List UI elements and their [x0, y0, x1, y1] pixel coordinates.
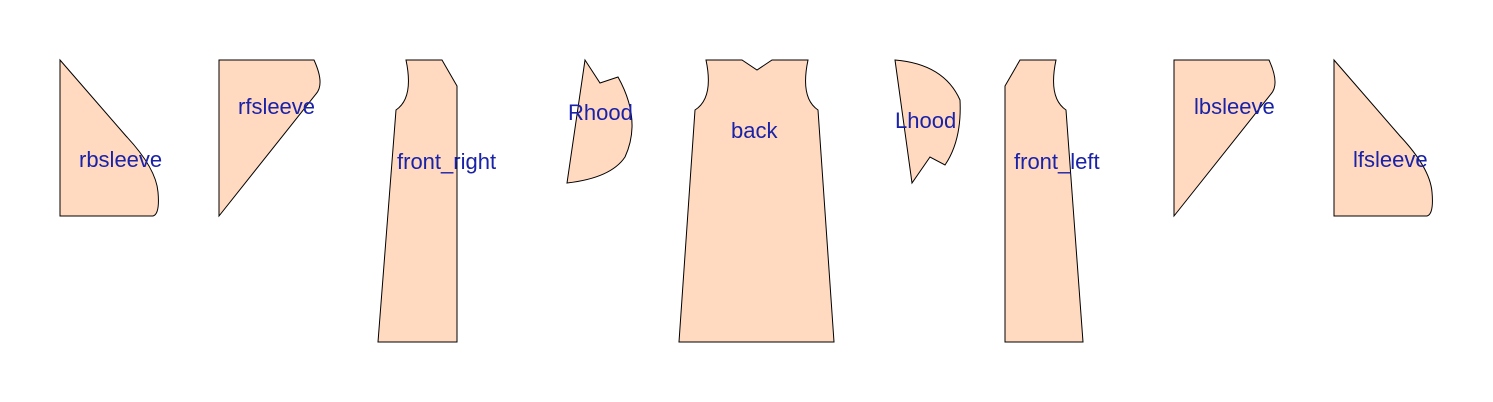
piece-rbsleeve-label: rbsleeve — [79, 147, 162, 172]
piece-back-shape — [678, 59, 835, 343]
piece-lbsleeve-label: lbsleeve — [1194, 94, 1275, 119]
piece-rbsleeve: rbsleeve — [59, 58, 162, 217]
piece-lhood: Lhood — [894, 59, 961, 185]
piece-lbsleeve: lbsleeve — [1173, 59, 1276, 218]
piece-rhood-shape — [566, 58, 633, 184]
piece-lhood-label: Lhood — [895, 108, 956, 133]
piece-lbsleeve-shape — [1173, 59, 1276, 218]
piece-front-right: front_right — [377, 59, 496, 343]
piece-rhood-label: Rhood — [568, 100, 633, 125]
piece-rfsleeve-shape — [218, 59, 321, 218]
piece-lhood-shape — [894, 59, 961, 185]
piece-front-left-shape — [1004, 59, 1084, 343]
piece-lfsleeve-shape — [1333, 58, 1433, 217]
piece-front-left-label: front_left — [1014, 149, 1100, 174]
piece-lfsleeve-label: lfsleeve — [1353, 147, 1428, 172]
piece-front-right-label: front_right — [397, 149, 496, 174]
piece-front-left: front_left — [1004, 59, 1100, 343]
piece-back-label: back — [731, 118, 778, 143]
piece-rhood: Rhood — [566, 58, 633, 184]
piece-rfsleeve-label: rfsleeve — [238, 94, 315, 119]
piece-front-right-shape — [377, 59, 458, 343]
piece-rfsleeve: rfsleeve — [218, 59, 321, 218]
piece-back: back — [678, 59, 835, 343]
piece-rbsleeve-shape — [59, 58, 159, 217]
piece-lfsleeve: lfsleeve — [1333, 58, 1433, 217]
